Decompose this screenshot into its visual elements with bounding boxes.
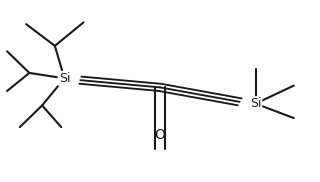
Text: Si: Si	[59, 72, 70, 85]
Text: O: O	[155, 128, 165, 142]
Text: Si: Si	[250, 97, 261, 110]
